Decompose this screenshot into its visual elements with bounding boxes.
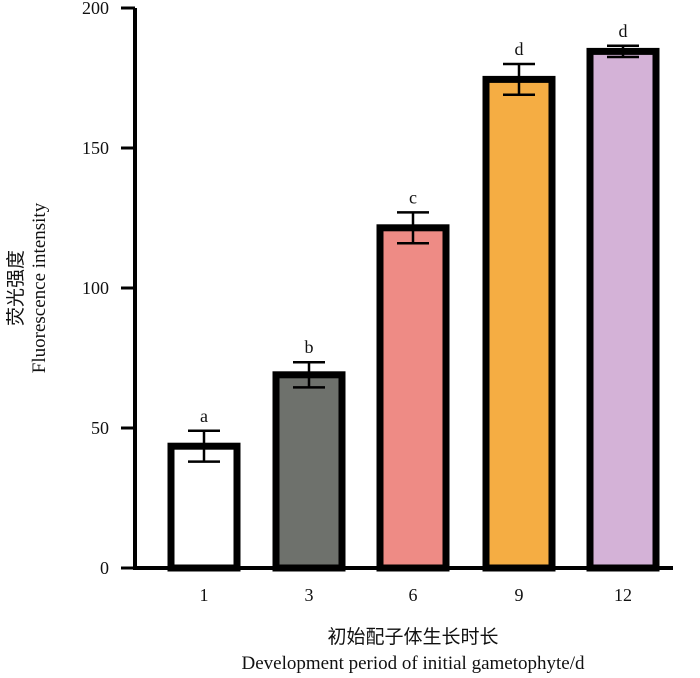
y-tick-label-150: 150	[82, 138, 109, 158]
x-ticks-group: 1 3 6 9 12	[200, 585, 633, 605]
error-bars-group	[188, 44, 639, 463]
significance-label-9: d	[515, 39, 524, 59]
bar-12	[586, 47, 660, 572]
y-tick-label-0: 0	[100, 558, 109, 578]
x-tick-label-1: 1	[200, 585, 209, 605]
y-axis-title-en: Fluorescence intensity	[29, 202, 50, 373]
significance-label-6: c	[409, 187, 417, 207]
bar-3	[272, 371, 346, 572]
bar-9	[482, 75, 556, 572]
y-ticks-group: 0 50 100 150 200	[82, 0, 135, 578]
significance-label-3: b	[305, 337, 314, 357]
significance-label-12: d	[619, 21, 628, 41]
x-axis-title-en: Development period of initial gametophyt…	[242, 653, 585, 674]
x-axis-title-cn: 初始配子体生长时长	[327, 626, 498, 648]
x-tick-label-3: 3	[305, 585, 314, 605]
y-axis-title-cn: 荧光强度	[5, 250, 27, 326]
y-tick-label-100: 100	[82, 278, 109, 298]
bar-1	[167, 442, 241, 572]
bars-group	[167, 47, 660, 572]
y-tick-label-200: 200	[82, 0, 109, 18]
bar-6	[376, 224, 450, 572]
y-tick-label-50: 50	[91, 418, 109, 438]
x-tick-label-12: 12	[614, 585, 632, 605]
significance-label-1: a	[200, 406, 208, 426]
x-tick-label-6: 6	[409, 585, 418, 605]
significance-labels-group: a b c d d	[200, 21, 628, 426]
x-tick-label-9: 9	[515, 585, 524, 605]
